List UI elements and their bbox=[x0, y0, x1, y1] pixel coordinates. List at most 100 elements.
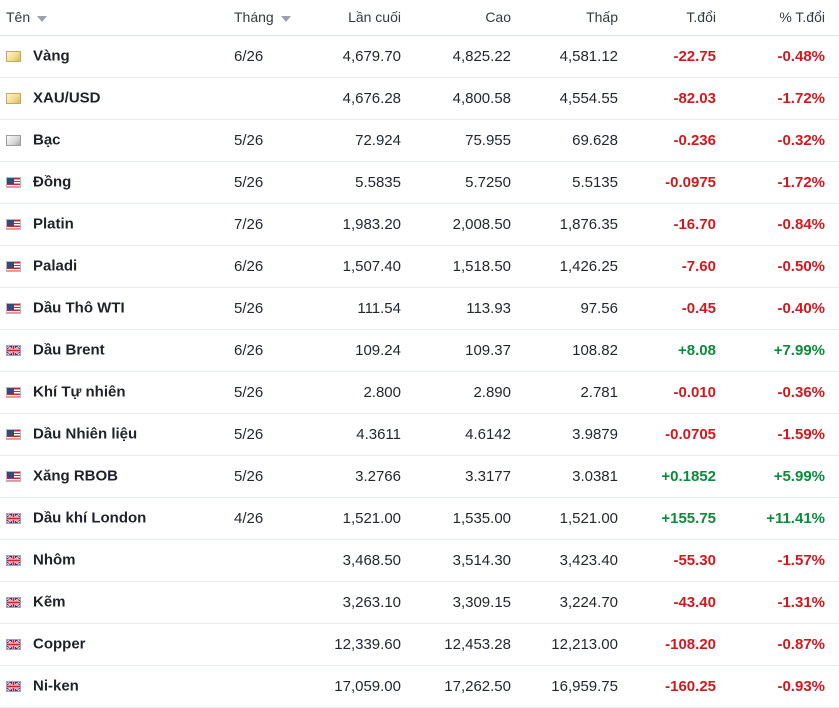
cell-last: 3,468.50 bbox=[299, 539, 409, 582]
instrument-name-link[interactable]: Khí Tự nhiên bbox=[33, 383, 126, 401]
instrument-name-link[interactable]: Paladi bbox=[33, 257, 78, 275]
cell-change: -0.010 bbox=[626, 371, 724, 414]
instrument-name-link[interactable]: Dầu Nhiên liệu bbox=[33, 425, 138, 443]
table-row[interactable]: Dầu Nhiên liệu 5/26 4.3611 4.6142 3.9879 -0.0… bbox=[0, 413, 839, 456]
column-header-name[interactable]: Tên bbox=[0, 0, 216, 36]
cell-name[interactable]: Dầu khí London bbox=[0, 497, 216, 540]
cell-month bbox=[216, 623, 299, 666]
uk-flag-icon bbox=[6, 638, 21, 650]
us-flag-icon bbox=[6, 218, 21, 230]
table-row[interactable]: XAU/USD 4,676.28 4,800.58 4,554.55 -82.03 -1.… bbox=[0, 77, 839, 120]
table-row[interactable]: Kẽm 3,263.10 3,309.15 3,224.70 -43.40 -1.31% bbox=[0, 581, 839, 624]
cell-name[interactable]: Dầu Thô WTI bbox=[0, 287, 216, 330]
cell-name[interactable]: Khí Tự nhiên bbox=[0, 371, 216, 414]
cell-month: 5/26 bbox=[216, 371, 299, 414]
cell-name[interactable]: XAU/USD bbox=[0, 77, 216, 120]
cell-change-pct: -1.57% bbox=[724, 539, 839, 582]
cell-change-pct: -0.48% bbox=[724, 35, 839, 78]
cell-low: 16,959.75 bbox=[519, 665, 626, 708]
cell-month bbox=[216, 665, 299, 708]
cell-name[interactable]: Paladi bbox=[0, 245, 216, 288]
sort-down-icon[interactable] bbox=[37, 15, 48, 22]
cell-last: 12,339.60 bbox=[299, 623, 409, 666]
table-row[interactable]: Nhôm 3,468.50 3,514.30 3,423.40 -55.30 -1.57% bbox=[0, 539, 839, 582]
table-row[interactable]: Ni-ken 17,059.00 17,262.50 16,959.75 -160.25… bbox=[0, 665, 839, 708]
cell-month: 6/26 bbox=[216, 245, 299, 288]
table-row[interactable]: Dầu Thô WTI 5/26 111.54 113.93 97.56 -0.45 -0.… bbox=[0, 287, 839, 330]
cell-high: 4,825.22 bbox=[409, 35, 519, 78]
column-header-change-pct[interactable]: % T.đổi bbox=[724, 0, 839, 36]
cell-change-pct: -1.72% bbox=[724, 161, 839, 204]
table-row[interactable]: Khí Tự nhiên 5/26 2.800 2.890 2.781 -0.010 -0.… bbox=[0, 371, 839, 414]
cell-change-pct: -1.72% bbox=[724, 77, 839, 120]
table-row[interactable]: Platin 7/26 1,983.20 2,008.50 1,876.35 -16.70… bbox=[0, 203, 839, 246]
column-header-low[interactable]: Thấp bbox=[519, 0, 626, 36]
instrument-name-link[interactable]: Bạc bbox=[33, 131, 61, 149]
table-row[interactable]: Copper 12,339.60 12,453.28 12,213.00 -108.20… bbox=[0, 623, 839, 666]
cell-name[interactable]: Xăng RBOB bbox=[0, 455, 216, 498]
cell-change: -160.25 bbox=[626, 665, 724, 708]
instrument-name-link[interactable]: Ni-ken bbox=[33, 677, 79, 695]
uk-flag-icon bbox=[6, 680, 21, 692]
table-row[interactable]: Bạc 5/26 72.924 75.955 69.628 -0.236 -0.32% bbox=[0, 119, 839, 162]
us-flag-icon bbox=[6, 470, 21, 482]
cell-name[interactable]: Vàng bbox=[0, 35, 216, 78]
cell-low: 5.5135 bbox=[519, 161, 626, 204]
cell-name[interactable]: Copper bbox=[0, 623, 216, 666]
table-row[interactable]: Xăng RBOB 5/26 3.2766 3.3177 3.0381 +0.1852 +5… bbox=[0, 455, 839, 498]
cell-name[interactable]: Đồng bbox=[0, 161, 216, 204]
cell-last: 1,983.20 bbox=[299, 203, 409, 246]
instrument-name-link[interactable]: Copper bbox=[33, 635, 86, 653]
column-header-last[interactable]: Lần cuối bbox=[299, 0, 409, 36]
uk-flag-icon bbox=[6, 512, 21, 524]
cell-change-pct: -0.87% bbox=[724, 623, 839, 666]
cell-change: -108.20 bbox=[626, 623, 724, 666]
cell-month: 5/26 bbox=[216, 455, 299, 498]
table-row[interactable]: Dầu Brent 6/26 109.24 109.37 108.82 +8.08 +7.9… bbox=[0, 329, 839, 372]
column-header-change[interactable]: T.đổi bbox=[626, 0, 724, 36]
instrument-name-link[interactable]: Kẽm bbox=[33, 593, 66, 611]
instrument-name-link[interactable]: Nhôm bbox=[33, 551, 76, 569]
column-header-high[interactable]: Cao bbox=[409, 0, 519, 36]
cell-last: 4,679.70 bbox=[299, 35, 409, 78]
cell-high: 113.93 bbox=[409, 287, 519, 330]
cell-low: 2.781 bbox=[519, 371, 626, 414]
cell-name[interactable]: Kẽm bbox=[0, 581, 216, 624]
cell-name[interactable]: Dầu Nhiên liệu bbox=[0, 413, 216, 456]
instrument-name-link[interactable]: Dầu Thô WTI bbox=[33, 299, 125, 317]
instrument-name-link[interactable]: XAU/USD bbox=[33, 89, 101, 107]
cell-name[interactable]: Bạc bbox=[0, 119, 216, 162]
cell-last: 1,521.00 bbox=[299, 497, 409, 540]
table-row[interactable]: Đồng 5/26 5.5835 5.7250 5.5135 -0.0975 -1.72% bbox=[0, 161, 839, 204]
cell-change: -82.03 bbox=[626, 77, 724, 120]
table-row[interactable]: Paladi 6/26 1,507.40 1,518.50 1,426.25 -7.60-… bbox=[0, 245, 839, 288]
table-row[interactable]: Dầu khí London 4/26 1,521.00 1,535.00 1,521.… bbox=[0, 497, 839, 540]
cell-change: -55.30 bbox=[626, 539, 724, 582]
column-header-last-label: Lần cuối bbox=[348, 9, 401, 26]
cell-high: 12,453.28 bbox=[409, 623, 519, 666]
sort-down-icon[interactable] bbox=[280, 15, 291, 22]
cell-change-pct: -1.59% bbox=[724, 413, 839, 456]
instrument-name-link[interactable]: Platin bbox=[33, 215, 74, 233]
cell-name[interactable]: Platin bbox=[0, 203, 216, 246]
cell-name[interactable]: Nhôm bbox=[0, 539, 216, 582]
cell-month bbox=[216, 539, 299, 582]
cell-high: 3.3177 bbox=[409, 455, 519, 498]
cell-name[interactable]: Dầu Brent bbox=[0, 329, 216, 372]
cell-change: -43.40 bbox=[626, 581, 724, 624]
column-header-month[interactable]: Tháng bbox=[216, 0, 299, 36]
instrument-name-link[interactable]: Đồng bbox=[33, 173, 72, 191]
cell-month: 6/26 bbox=[216, 329, 299, 372]
cell-last: 109.24 bbox=[299, 329, 409, 372]
instrument-name-link[interactable]: Vàng bbox=[33, 47, 70, 65]
cell-name[interactable]: Ni-ken bbox=[0, 665, 216, 708]
silver-commodity-icon bbox=[6, 134, 21, 146]
cell-high: 1,535.00 bbox=[409, 497, 519, 540]
instrument-name-link[interactable]: Dầu khí London bbox=[33, 509, 147, 527]
cell-last: 1,507.40 bbox=[299, 245, 409, 288]
instrument-name-link[interactable]: Xăng RBOB bbox=[33, 467, 119, 485]
table-row[interactable]: Vàng 6/26 4,679.70 4,825.22 4,581.12 -22.75 -0… bbox=[0, 35, 839, 78]
instrument-name-link[interactable]: Dầu Brent bbox=[33, 341, 105, 359]
cell-month: 5/26 bbox=[216, 119, 299, 162]
us-flag-icon bbox=[6, 428, 21, 440]
